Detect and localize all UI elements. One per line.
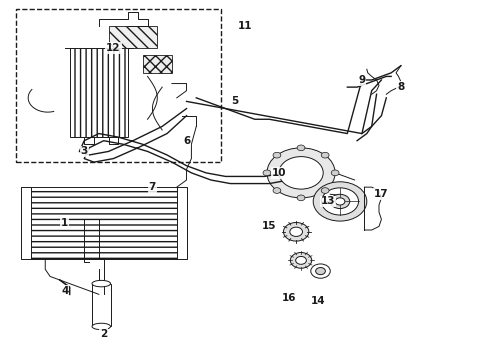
Circle shape <box>290 227 302 237</box>
Circle shape <box>273 188 281 193</box>
Ellipse shape <box>92 323 111 330</box>
Text: 16: 16 <box>282 293 296 303</box>
Circle shape <box>311 264 330 278</box>
Bar <box>70 48 128 137</box>
Text: 2: 2 <box>100 329 107 339</box>
Circle shape <box>284 222 309 241</box>
Circle shape <box>335 198 345 205</box>
Bar <box>16 9 220 162</box>
Bar <box>92 284 111 327</box>
Circle shape <box>279 157 323 189</box>
Bar <box>143 55 172 73</box>
Ellipse shape <box>92 280 111 287</box>
Text: 14: 14 <box>311 296 325 306</box>
Circle shape <box>331 170 339 176</box>
Text: 9: 9 <box>358 75 366 85</box>
Text: 15: 15 <box>262 221 277 231</box>
Circle shape <box>330 194 350 208</box>
Text: 1: 1 <box>61 218 68 228</box>
Circle shape <box>273 152 281 158</box>
Circle shape <box>321 188 329 193</box>
Circle shape <box>297 195 305 201</box>
Text: 5: 5 <box>232 96 239 107</box>
Text: 11: 11 <box>238 21 252 31</box>
Bar <box>30 187 177 258</box>
Circle shape <box>267 148 335 198</box>
Circle shape <box>297 145 305 151</box>
Text: 12: 12 <box>106 43 121 53</box>
Text: 10: 10 <box>272 168 286 178</box>
Circle shape <box>316 267 325 275</box>
Text: 6: 6 <box>183 136 190 146</box>
Text: 13: 13 <box>320 197 335 206</box>
Text: 7: 7 <box>149 182 156 192</box>
Circle shape <box>321 188 359 215</box>
Text: 4: 4 <box>61 286 69 296</box>
Circle shape <box>313 182 367 221</box>
Text: 8: 8 <box>397 82 405 92</box>
Circle shape <box>295 256 306 264</box>
Text: 17: 17 <box>374 189 389 199</box>
Bar <box>109 26 157 48</box>
Circle shape <box>263 170 271 176</box>
Circle shape <box>321 152 329 158</box>
Text: 3: 3 <box>80 147 88 157</box>
Circle shape <box>290 252 312 268</box>
